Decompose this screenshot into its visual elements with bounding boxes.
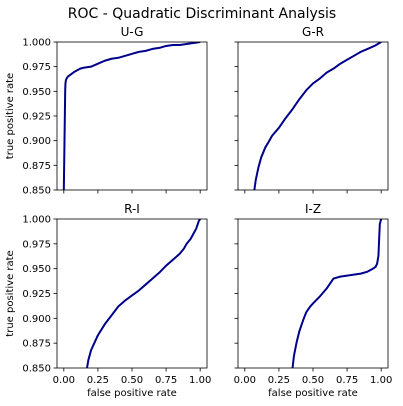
y-tick-label: 1.000 [22, 215, 51, 226]
x-axis-label: false positive rate [87, 388, 177, 399]
y-tick-label: 0.900 [22, 314, 51, 325]
y-tick-label: 0.900 [22, 136, 51, 147]
x-tick-label: 1.00 [370, 375, 392, 386]
panel-title: R-I [124, 202, 140, 216]
x-tick-label: 0.75 [336, 375, 358, 386]
panel-3: I-Z 0.00 0.25 0.50 0.75 1.00 false positive ra… [234, 202, 393, 399]
y-axis-label: true positive rate [5, 250, 16, 336]
roc-curve-line [62, 42, 201, 190]
y-tick-label: 0.875 [22, 161, 51, 172]
axes-frame [56, 41, 208, 191]
x-axis-label: false positive rate [268, 388, 358, 399]
roc-curve-line [253, 42, 382, 190]
figure-title: ROC - Quadratic Discriminant Analysis [68, 6, 336, 22]
x-tick-label: 0.25 [268, 375, 290, 386]
y-tick-label: 0.950 [22, 87, 51, 98]
y-tick-label: 0.875 [22, 339, 51, 350]
x-tick-label: 1.00 [189, 375, 211, 386]
y-tick-label: 0.950 [22, 264, 51, 275]
x-tick-label: 0.50 [302, 375, 324, 386]
panel-title: U-G [121, 25, 144, 39]
y-tick-label: 0.850 [22, 364, 51, 375]
panels: U-G 0.850 0.875 0.900 0.925 0.950 0.975 1.000 tr… [5, 25, 392, 399]
panel-1: G-R [234, 25, 389, 194]
y-tick-label: 0.975 [22, 62, 51, 73]
y-tick-label: 0.925 [22, 112, 51, 123]
axes-frame [237, 41, 389, 191]
roc-curve-line [86, 219, 202, 368]
y-tick-label: 0.850 [22, 186, 51, 197]
roc-curve-line [291, 219, 383, 368]
y-axis-label: true positive rate [5, 73, 16, 159]
x-tick-label: 0.25 [87, 375, 109, 386]
x-tick-label: 0.50 [121, 375, 143, 386]
axes-frame [56, 218, 208, 369]
axes-frame [237, 218, 389, 369]
y-tick-label: 0.975 [22, 239, 51, 250]
x-tick-label: 0.00 [234, 375, 256, 386]
y-tick-label: 0.925 [22, 289, 51, 300]
panel-title: I-Z [305, 202, 321, 216]
y-tick-label: 1.000 [22, 38, 51, 49]
panel-0: U-G 0.850 0.875 0.900 0.925 0.950 0.975 1.000 tr… [5, 25, 208, 197]
x-tick-label: 0.75 [155, 375, 177, 386]
panel-title: G-R [302, 25, 324, 39]
x-tick-label: 0.00 [53, 375, 75, 386]
panel-2: R-I 0.00 0.25 0.50 0.75 1.00 0.850 0.875 0.900 0.… [5, 202, 211, 399]
